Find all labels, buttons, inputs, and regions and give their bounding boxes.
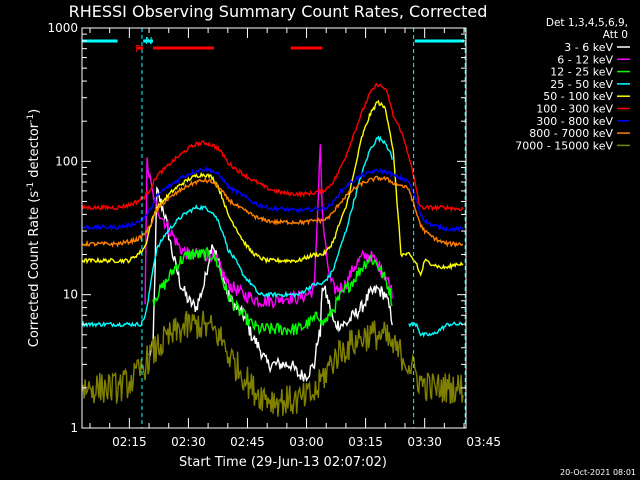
- series-line-4-segment-1: [82, 135, 393, 328]
- x-tick-label-3: 02:45: [230, 435, 265, 449]
- legend-label-6: 100 - 300 keV: [536, 103, 613, 116]
- series-line-2-segment-1: [144, 144, 393, 310]
- x-tick-label-4: 03:00: [289, 435, 324, 449]
- legend-label-5: 50 - 100 keV: [543, 90, 613, 103]
- legend-label-7: 300 - 800 keV: [536, 115, 613, 128]
- series-line-5-segment-1: [82, 99, 464, 277]
- x-tick-label-1: 02:15: [112, 435, 147, 449]
- x-axis-label: Start Time (29-Jun-13 02:07:02): [179, 455, 387, 470]
- x-tick-label-7: 03:45: [466, 435, 501, 449]
- legend-header-line-1: Det 1,3,4,5,6,9,: [546, 17, 628, 29]
- axes-frame: [81, 27, 467, 429]
- series-line-4-segment-2: [408, 321, 464, 338]
- x-tick-label-6: 03:30: [407, 435, 442, 449]
- y-axis-label-sup1: -1: [26, 182, 36, 191]
- y-tick-label-2: 10: [63, 288, 78, 302]
- legend-label-1: 3 - 6 keV: [564, 41, 613, 54]
- segment-label-f: F: [135, 44, 141, 55]
- segment-label-n: N: [145, 36, 152, 47]
- y-axis-label-main: Corrected Count Rate (s: [27, 191, 42, 348]
- series-line-6-segment-1: [82, 82, 464, 212]
- legend-header-line-2: Att 0: [603, 29, 628, 41]
- y-axis-label: Corrected Count Rate (s-1 detector-1): [26, 109, 42, 347]
- series-line-9-segment-1: [82, 310, 464, 417]
- chart-title: RHESSI Observing Summary Count Rates, Co…: [69, 2, 488, 21]
- y-axis-label-end: ): [27, 109, 42, 114]
- y-axis-label-mid: detector: [27, 122, 42, 182]
- footer-timestamp: 20-Oct-2021 08:01: [560, 468, 636, 477]
- y-tick-label-3: 100: [55, 154, 78, 168]
- series-line-8-segment-1: [82, 175, 464, 248]
- y-tick-label-1: 1: [70, 421, 78, 435]
- plot-area: 1 10 100 1000 02:15 02:30 02:45 03:00 03:15 03:30…: [47, 21, 501, 449]
- legend-label-9: 7000 - 15000 keV: [515, 139, 613, 152]
- legend-label-4: 25 - 50 keV: [550, 78, 613, 91]
- y-tick-label-4: 1000: [47, 21, 78, 35]
- series-line-1-segment-1: [148, 185, 393, 383]
- x-tick-label-5: 03:15: [348, 435, 383, 449]
- series-line-3-segment-1: [152, 246, 393, 336]
- legend-label-3: 12 - 25 keV: [550, 66, 613, 79]
- legend-label-8: 800 - 7000 keV: [529, 127, 613, 140]
- y-axis-label-sup2: -1: [26, 114, 36, 123]
- data-layer: [82, 82, 464, 417]
- legend-label-2: 6 - 12 keV: [557, 53, 613, 66]
- series-line-7-segment-1: [82, 165, 464, 234]
- x-tick-label-2: 02:30: [171, 435, 206, 449]
